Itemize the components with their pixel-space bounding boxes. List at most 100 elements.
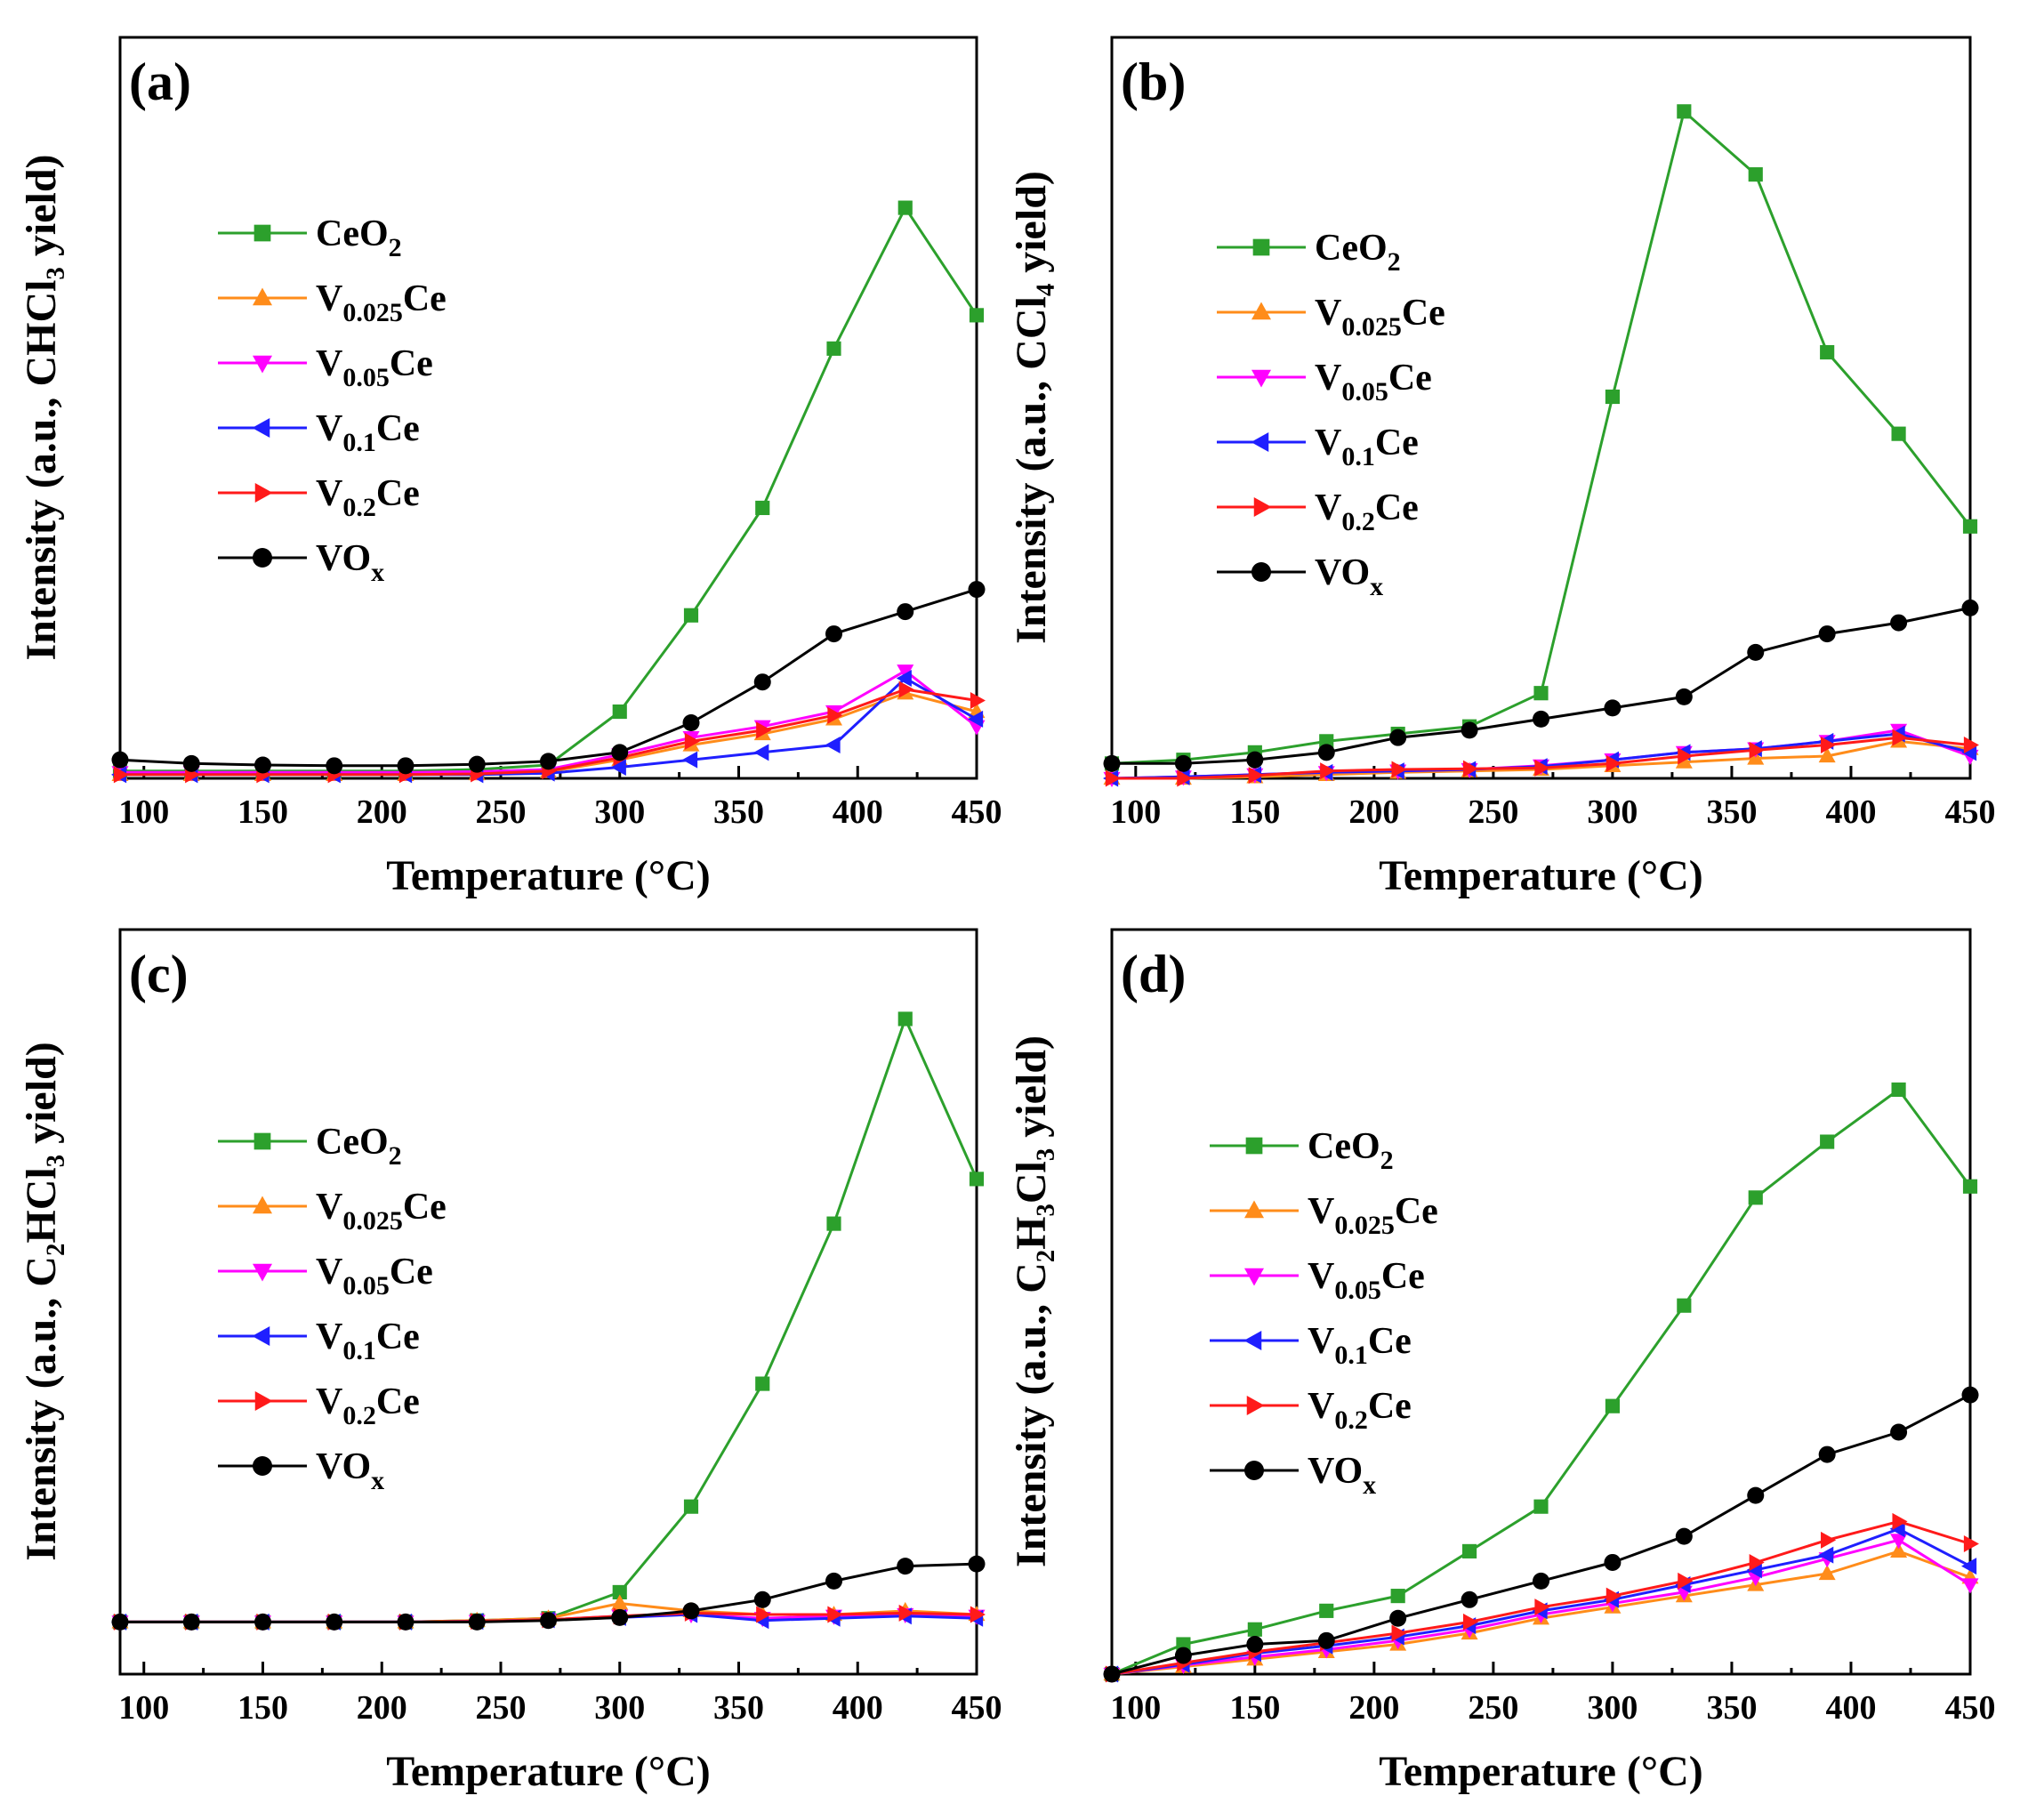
x-tick-label: 200 xyxy=(357,793,407,831)
x-tick-label: 350 xyxy=(1706,793,1757,831)
legend-label: V0.2Ce xyxy=(1308,1386,1412,1435)
data-point xyxy=(682,714,700,732)
legend-marker xyxy=(1252,238,1270,256)
series-line xyxy=(1111,1519,1971,1676)
legend-item: V0.2Ce xyxy=(1210,1386,1412,1435)
data-point xyxy=(1818,1546,1834,1564)
data-point xyxy=(970,692,986,710)
legend: CeO2 V0.025Ce V0.05Ce V0.1Ce V0.2Ce VOx xyxy=(1217,228,1445,601)
data-point xyxy=(1892,1512,1908,1530)
panel-label: (c) xyxy=(129,945,189,1003)
data-point xyxy=(897,664,914,680)
legend-label: V0.2Ce xyxy=(316,473,420,522)
legend-label: CeO2 xyxy=(316,1122,402,1171)
data-point xyxy=(1748,1190,1763,1205)
data-point xyxy=(1820,344,1835,360)
series-line xyxy=(119,588,978,768)
legend-marker xyxy=(254,483,273,503)
data-point xyxy=(1246,751,1264,769)
legend-marker xyxy=(1244,1268,1264,1286)
data-point xyxy=(897,200,913,215)
legend-label: V0.05Ce xyxy=(1315,358,1432,407)
data-point xyxy=(1246,1636,1264,1654)
data-point xyxy=(1174,1647,1192,1664)
data-point xyxy=(1174,754,1192,772)
x-tick-label: 150 xyxy=(1229,1689,1280,1727)
series-line xyxy=(1111,109,1972,765)
data-point xyxy=(969,308,985,323)
x-tick-label: 200 xyxy=(1348,793,1399,831)
data-point xyxy=(1748,167,1763,182)
data-point xyxy=(1462,760,1479,777)
data-point xyxy=(897,603,914,621)
data-point xyxy=(540,753,557,770)
data-point xyxy=(1247,1622,1262,1637)
legend-item: V0.05Ce xyxy=(1217,358,1432,407)
legend-label: V0.1Ce xyxy=(1308,1321,1412,1370)
series-CeO2 xyxy=(1104,1082,1978,1682)
x-tick-label: 100 xyxy=(118,793,169,831)
data-point xyxy=(825,625,842,643)
data-point xyxy=(825,1572,842,1590)
data-point xyxy=(1390,1589,1405,1604)
legend-item: V0.1Ce xyxy=(218,1317,420,1365)
legend-item: VOx xyxy=(1210,1451,1376,1500)
series-CeO2 xyxy=(1104,104,1978,771)
data-point xyxy=(1319,1603,1334,1618)
legend: CeO2 V0.025Ce V0.05Ce V0.1Ce V0.2Ce VOx xyxy=(218,1122,447,1495)
data-point xyxy=(1818,747,1836,763)
legend-marker xyxy=(252,1326,270,1346)
legend-item: V0.2Ce xyxy=(218,473,420,522)
plot-frame xyxy=(1110,928,1972,1676)
data-point xyxy=(1317,744,1335,761)
legend-item: V0.05Ce xyxy=(218,1252,433,1301)
data-point xyxy=(1461,1590,1478,1608)
chart-panel-a: 100 150 200 250 300 350 400 450 Temperature (°C)… xyxy=(18,36,1002,899)
x-tick-label: 350 xyxy=(713,793,764,831)
data-point xyxy=(612,704,627,720)
data-point xyxy=(1749,1553,1765,1571)
x-tick-label: 100 xyxy=(1110,793,1161,831)
x-tick-label: 300 xyxy=(1587,793,1638,831)
legend-label: V0.025Ce xyxy=(1315,293,1445,342)
x-tick-label: 150 xyxy=(237,793,288,831)
data-point xyxy=(897,1558,914,1575)
data-point xyxy=(682,751,698,769)
data-point xyxy=(1891,426,1906,441)
data-point xyxy=(1821,1531,1837,1549)
legend-label: VOx xyxy=(316,538,384,587)
legend-item: V0.1Ce xyxy=(1217,423,1419,471)
legend-marker xyxy=(1251,302,1271,320)
legend: CeO2 V0.025Ce V0.05Ce V0.1Ce V0.2Ce VOx xyxy=(218,213,447,587)
x-tick-label: 400 xyxy=(1825,793,1876,831)
data-point xyxy=(1534,759,1550,777)
series-CeO2 xyxy=(112,1011,985,1630)
data-point xyxy=(540,1612,557,1630)
data-point xyxy=(1103,1665,1121,1683)
plot-area xyxy=(1103,1082,1979,1683)
data-point xyxy=(1820,1134,1835,1149)
panel-label: (d) xyxy=(1121,945,1186,1003)
data-point xyxy=(1818,1565,1836,1581)
data-point xyxy=(254,756,271,774)
legend-label: V0.025Ce xyxy=(1308,1191,1438,1240)
data-point xyxy=(1963,737,1979,754)
data-point xyxy=(1533,1572,1549,1590)
data-point xyxy=(1605,1398,1620,1413)
data-point xyxy=(1103,754,1121,772)
data-point xyxy=(111,751,129,769)
data-point xyxy=(1604,699,1622,717)
data-point xyxy=(113,766,129,784)
legend-item: V0.2Ce xyxy=(218,1381,420,1430)
legend-marker xyxy=(1251,432,1269,452)
data-point xyxy=(826,341,841,356)
data-point xyxy=(968,1555,986,1573)
legend-label: CeO2 xyxy=(1308,1126,1394,1175)
legend-item: CeO2 xyxy=(218,1122,402,1171)
x-tick-label: 400 xyxy=(1825,1689,1876,1727)
data-point xyxy=(1891,1082,1906,1098)
data-point xyxy=(1534,1599,1550,1616)
data-point xyxy=(1747,643,1765,661)
data-point xyxy=(1749,741,1765,759)
